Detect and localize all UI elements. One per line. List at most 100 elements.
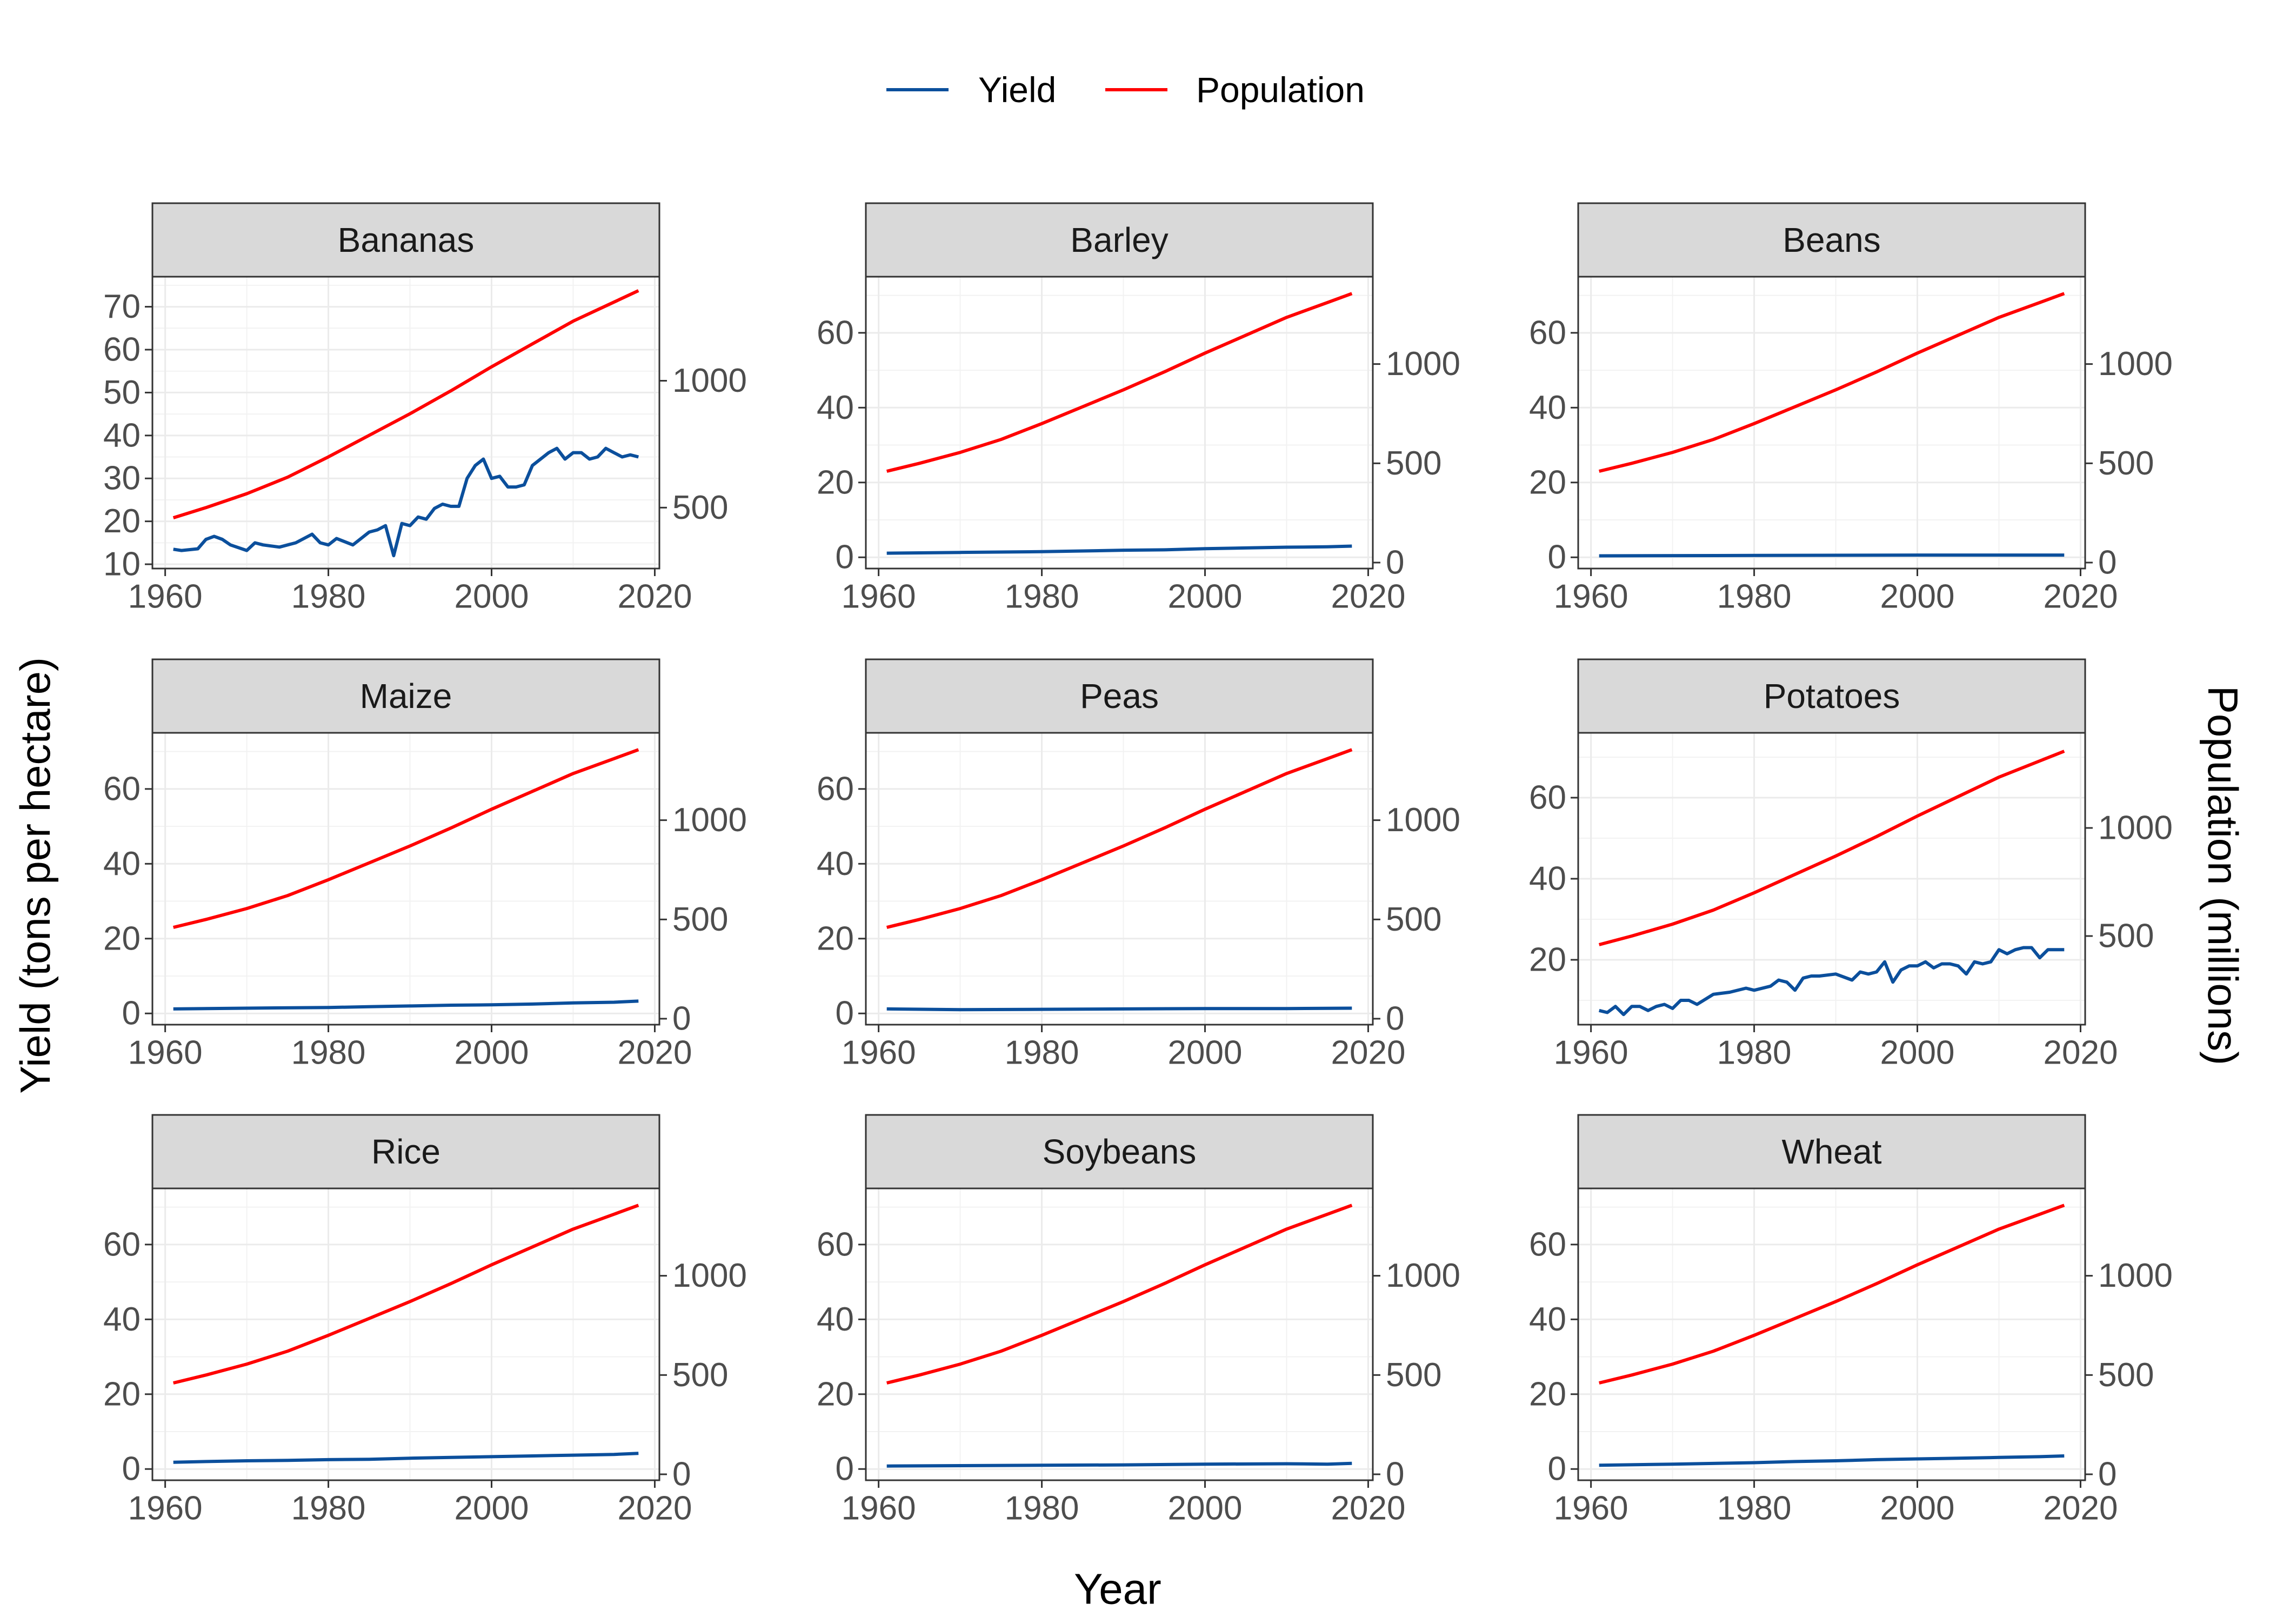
x-tick-label: 2000 [1880, 1490, 1955, 1527]
yield-series-line [173, 999, 639, 1011]
secondary-y-tick-label: 0 [672, 1455, 691, 1493]
x-tick-label: 1960 [1554, 1034, 1628, 1072]
secondary-y-tick-label: 1000 [1386, 801, 1460, 839]
plot-area [152, 1188, 659, 1480]
y-tick-label: 20 [103, 1375, 141, 1413]
secondary-y-tick-label: 500 [2098, 1356, 2154, 1394]
facet-strip [1577, 1114, 2086, 1189]
x-tick-label: 2000 [455, 1034, 529, 1072]
y-tick-label: 0 [1548, 539, 1566, 576]
plot-area [866, 1188, 1373, 1480]
x-tick-label: 1980 [1005, 1490, 1079, 1527]
x-tick-label: 1960 [842, 1034, 916, 1072]
y-tick-label: 70 [103, 288, 141, 325]
yield-series-line [886, 1006, 1352, 1012]
y-axis-title: Yield (tons per hectare) [11, 657, 59, 1094]
y-tick-label: 20 [817, 1375, 854, 1413]
x-tick-label: 2000 [1168, 578, 1243, 616]
yield-series-line [1599, 553, 2065, 558]
y-tick-label: 40 [1529, 1301, 1566, 1338]
y-tick-label: 10 [103, 546, 141, 583]
plot-area [152, 733, 659, 1025]
y-tick-label: 60 [817, 1226, 854, 1263]
y-tick-label: 20 [817, 920, 854, 957]
facet-title: Beans [1782, 220, 1880, 259]
facet-strip [865, 202, 1374, 278]
x-tick-label: 1960 [842, 1490, 916, 1527]
y-tick-label: 20 [1529, 941, 1566, 979]
plot-area [1578, 1188, 2085, 1480]
x-tick-label: 2000 [1880, 578, 1955, 616]
secondary-y-tick-label: 500 [672, 901, 728, 938]
x-tick-label: 2020 [618, 1490, 692, 1527]
y-tick-label: 40 [817, 845, 854, 883]
secondary-y-tick-label: 0 [2098, 544, 2117, 581]
yield-series-line [1599, 1454, 2065, 1467]
yield-series-line [173, 1452, 639, 1464]
secondary-y-tick-label: 500 [1386, 901, 1441, 938]
panel-border [865, 276, 1374, 570]
y-tick-label: 0 [836, 1451, 854, 1488]
facet-title: Barley [1070, 220, 1168, 259]
plot-area [866, 733, 1373, 1025]
population-series-line [886, 748, 1353, 929]
facet-strip [865, 658, 1374, 734]
y-tick-label: 40 [103, 417, 141, 454]
secondary-y-tick-label: 1000 [2098, 1257, 2173, 1294]
x-tick-label: 2000 [1880, 1034, 1955, 1072]
y-tick-label: 30 [103, 460, 141, 497]
y-tick-label: 60 [1529, 1226, 1566, 1263]
y-tick-label: 40 [817, 1301, 854, 1338]
y-tick-label: 60 [103, 1226, 141, 1263]
facet-title: Maize [360, 677, 452, 716]
x-tick-label: 1960 [128, 1034, 203, 1072]
x-tick-label: 1960 [1554, 578, 1628, 616]
y-tick-label: 40 [817, 389, 854, 426]
x-tick-label: 1980 [291, 1490, 366, 1527]
y-tick-label: 60 [817, 314, 854, 351]
x-tick-label: 1980 [1717, 1490, 1792, 1527]
y-tick-label: 40 [1529, 860, 1566, 898]
legend-population-label: Population [1196, 70, 1365, 110]
y-tick-label: 0 [836, 995, 854, 1032]
x-tick-label: 2020 [2044, 578, 2118, 616]
x-tick-label: 2000 [455, 1490, 529, 1527]
x-tick-label: 1960 [842, 578, 916, 616]
y-tick-label: 60 [103, 770, 141, 807]
panel-border [151, 1187, 660, 1481]
y-tick-label: 60 [817, 770, 854, 807]
y-tick-label: 20 [817, 464, 854, 501]
x-tick-label: 2000 [1168, 1490, 1243, 1527]
legend: Yield Population [886, 70, 1365, 110]
population-series-line [172, 289, 639, 519]
y-tick-label: 0 [836, 539, 854, 576]
population-series-line [886, 292, 1353, 473]
x-tick-label: 1960 [1554, 1490, 1628, 1527]
facet-title: Bananas [338, 220, 475, 259]
y-tick-label: 20 [1529, 464, 1566, 501]
yield-series-line [173, 446, 639, 558]
secondary-y-tick-label: 1000 [672, 801, 747, 839]
population-series-line [1598, 292, 2065, 473]
panel-border [1577, 1187, 2086, 1481]
panel-border [865, 1187, 1374, 1481]
yield-series-line [886, 1461, 1352, 1468]
x-tick-label: 2000 [455, 578, 529, 616]
y-tick-label: 60 [103, 331, 141, 369]
panel-border [151, 732, 660, 1026]
population-series-line [1598, 1204, 2065, 1385]
facet-strip [151, 1114, 660, 1189]
secondary-y-tick-label: 1000 [2098, 345, 2173, 383]
secondary-y-tick-label: 500 [2098, 918, 2154, 955]
y-tick-label: 60 [1529, 314, 1566, 351]
secondary-y-tick-label: 1000 [1386, 345, 1460, 383]
y-tick-label: 40 [103, 845, 141, 883]
facet-title: Rice [371, 1132, 440, 1171]
x-tick-label: 1980 [291, 1034, 366, 1072]
yield-series-line [1598, 946, 2065, 1017]
